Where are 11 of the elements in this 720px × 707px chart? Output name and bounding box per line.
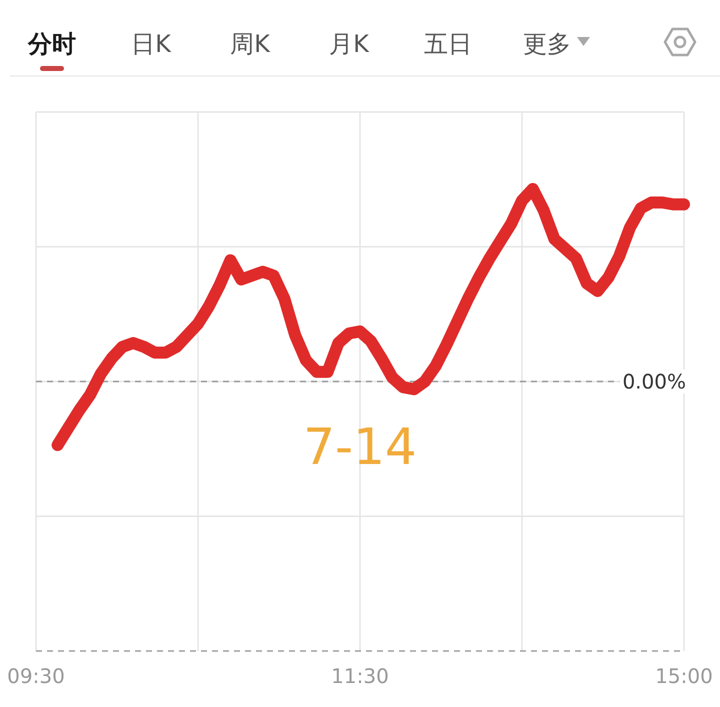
x-tick-label: 15:00 xyxy=(655,664,713,688)
ref-line-label: 0.00% xyxy=(622,370,686,394)
text: 月K xyxy=(329,30,370,58)
text: 更多 xyxy=(523,30,571,58)
text: 五日 xyxy=(424,30,472,58)
text: 日K xyxy=(131,30,172,58)
x-tick-label: 11:30 xyxy=(331,664,389,688)
x-tick-label: 09:30 xyxy=(7,664,65,688)
annotation: 7-14 xyxy=(303,418,417,476)
text: 分时 xyxy=(27,30,76,58)
text: 周K xyxy=(230,30,272,58)
